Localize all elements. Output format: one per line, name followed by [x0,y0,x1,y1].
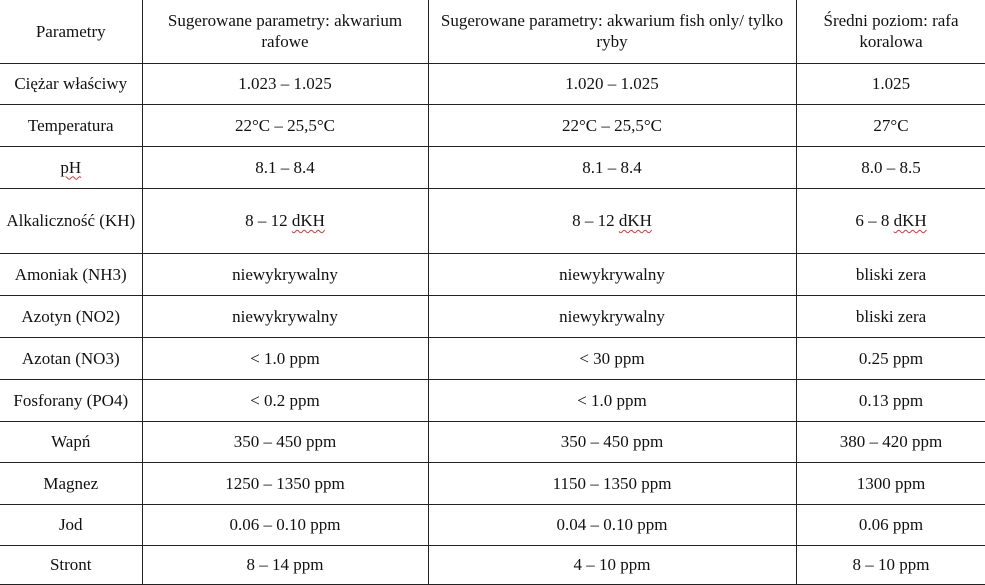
cell-natural: 0.13 ppm [795,378,985,422]
table-row: Ciężar właściwy 1.023 – 1.025 1.020 – 1.02… [0,62,985,105]
table-row: Amoniak (NH3) niewykrywalny niewykrywalny b… [0,252,985,296]
cell-fish: 8 – 12 dKH [427,187,797,254]
cell-natural: 1.025 [795,62,985,105]
cell-reef: niewykrywalny [141,252,429,296]
cell-reef: 8.1 – 8.4 [141,145,429,189]
cell-natural: bliski zera [795,294,985,338]
cell-reef: 0.06 – 0.10 ppm [141,503,429,546]
cell-fish: niewykrywalny [427,294,797,338]
header-parametry: Parametry [0,0,143,64]
cell-reef: < 0.2 ppm [141,378,429,422]
cell-reef: 350 – 450 ppm [141,420,429,463]
cell-natural: 27°C [795,103,985,147]
table-row: Fosforany (PO4) < 0.2 ppm < 1.0 ppm 0.13 pp… [0,378,985,422]
cell-fish: 1150 – 1350 ppm [427,461,797,505]
cell-param: Azotan (NO3) [0,336,143,380]
cell-param: Wapń [0,420,143,463]
cell-param: Fosforany (PO4) [0,378,143,422]
cell-natural: 380 – 420 ppm [795,420,985,463]
table-row: Temperatura 22°C – 25,5°C 22°C – 25,5°C 27°… [0,103,985,147]
cell-natural: bliski zera [795,252,985,296]
cell-param: Ciężar właściwy [0,62,143,105]
spellcheck-mark: pH [60,157,82,177]
header-natural-reef: Średni poziom: rafa koralowa [795,0,985,64]
cell-fish: 4 – 10 ppm [427,544,797,585]
cell-fish: 8.1 – 8.4 [427,145,797,189]
cell-reef: < 1.0 ppm [141,336,429,380]
header-fish-only: Sugerowane parametry: akwarium fish only… [427,0,797,64]
cell-param: Stront [0,544,143,585]
cell-fish: 1.020 – 1.025 [427,62,797,105]
cell-reef: 8 – 14 ppm [141,544,429,585]
table-row: pH 8.1 – 8.4 8.1 – 8.4 8.0 – 8.5 [0,145,985,189]
cell-natural: 1300 ppm [795,461,985,505]
cell-reef: 1250 – 1350 ppm [141,461,429,505]
cell-param: Temperatura [0,103,143,147]
header-row: Parametry Sugerowane parametry: akwarium… [0,0,985,64]
cell-natural: 6 – 8 dKH [795,187,985,254]
cell-param: pH [0,145,143,189]
cell-fish: < 30 ppm [427,336,797,380]
cell-reef: 8 – 12 dKH [141,187,429,254]
table-row: Azotyn (NO2) niewykrywalny niewykrywalny bl… [0,294,985,338]
cell-reef: 1.023 – 1.025 [141,62,429,105]
cell-natural: 8 – 10 ppm [795,544,985,585]
spellcheck-mark: dKH [618,211,652,230]
cell-reef: 22°C – 25,5°C [141,103,429,147]
cell-param: Magnez [0,461,143,505]
cell-natural: 0.06 ppm [795,503,985,546]
cell-reef: niewykrywalny [141,294,429,338]
table-row: Magnez 1250 – 1350 ppm 1150 – 1350 ppm 1300… [0,461,985,505]
table-row: Azotan (NO3) < 1.0 ppm < 30 ppm 0.25 ppm [0,336,985,380]
cell-natural: 8.0 – 8.5 [795,145,985,189]
cell-param: Alkaliczność (KH) [0,187,143,254]
cell-fish: 22°C – 25,5°C [427,103,797,147]
cell-fish: 350 – 450 ppm [427,420,797,463]
table-row: Jod 0.06 – 0.10 ppm 0.04 – 0.10 ppm 0.06 pp… [0,503,985,546]
table-row: Stront 8 – 14 ppm 4 – 10 ppm 8 – 10 ppm [0,544,985,585]
cell-param: Jod [0,503,143,546]
cell-fish: 0.04 – 0.10 ppm [427,503,797,546]
cell-fish: < 1.0 ppm [427,378,797,422]
cell-natural: 0.25 ppm [795,336,985,380]
cell-fish: niewykrywalny [427,252,797,296]
table-row: Wapń 350 – 450 ppm 350 – 450 ppm 380 – 420 … [0,420,985,463]
cell-param: Amoniak (NH3) [0,252,143,296]
spellcheck-mark: dKH [893,211,927,230]
cell-param: Azotyn (NO2) [0,294,143,338]
spellcheck-mark: dKH [291,211,325,230]
table-row: Alkaliczność (KH) 8 – 12 dKH 8 – 12 dKH 6 –… [0,187,985,254]
header-reef: Sugerowane parametry: akwarium rafowe [141,0,429,64]
